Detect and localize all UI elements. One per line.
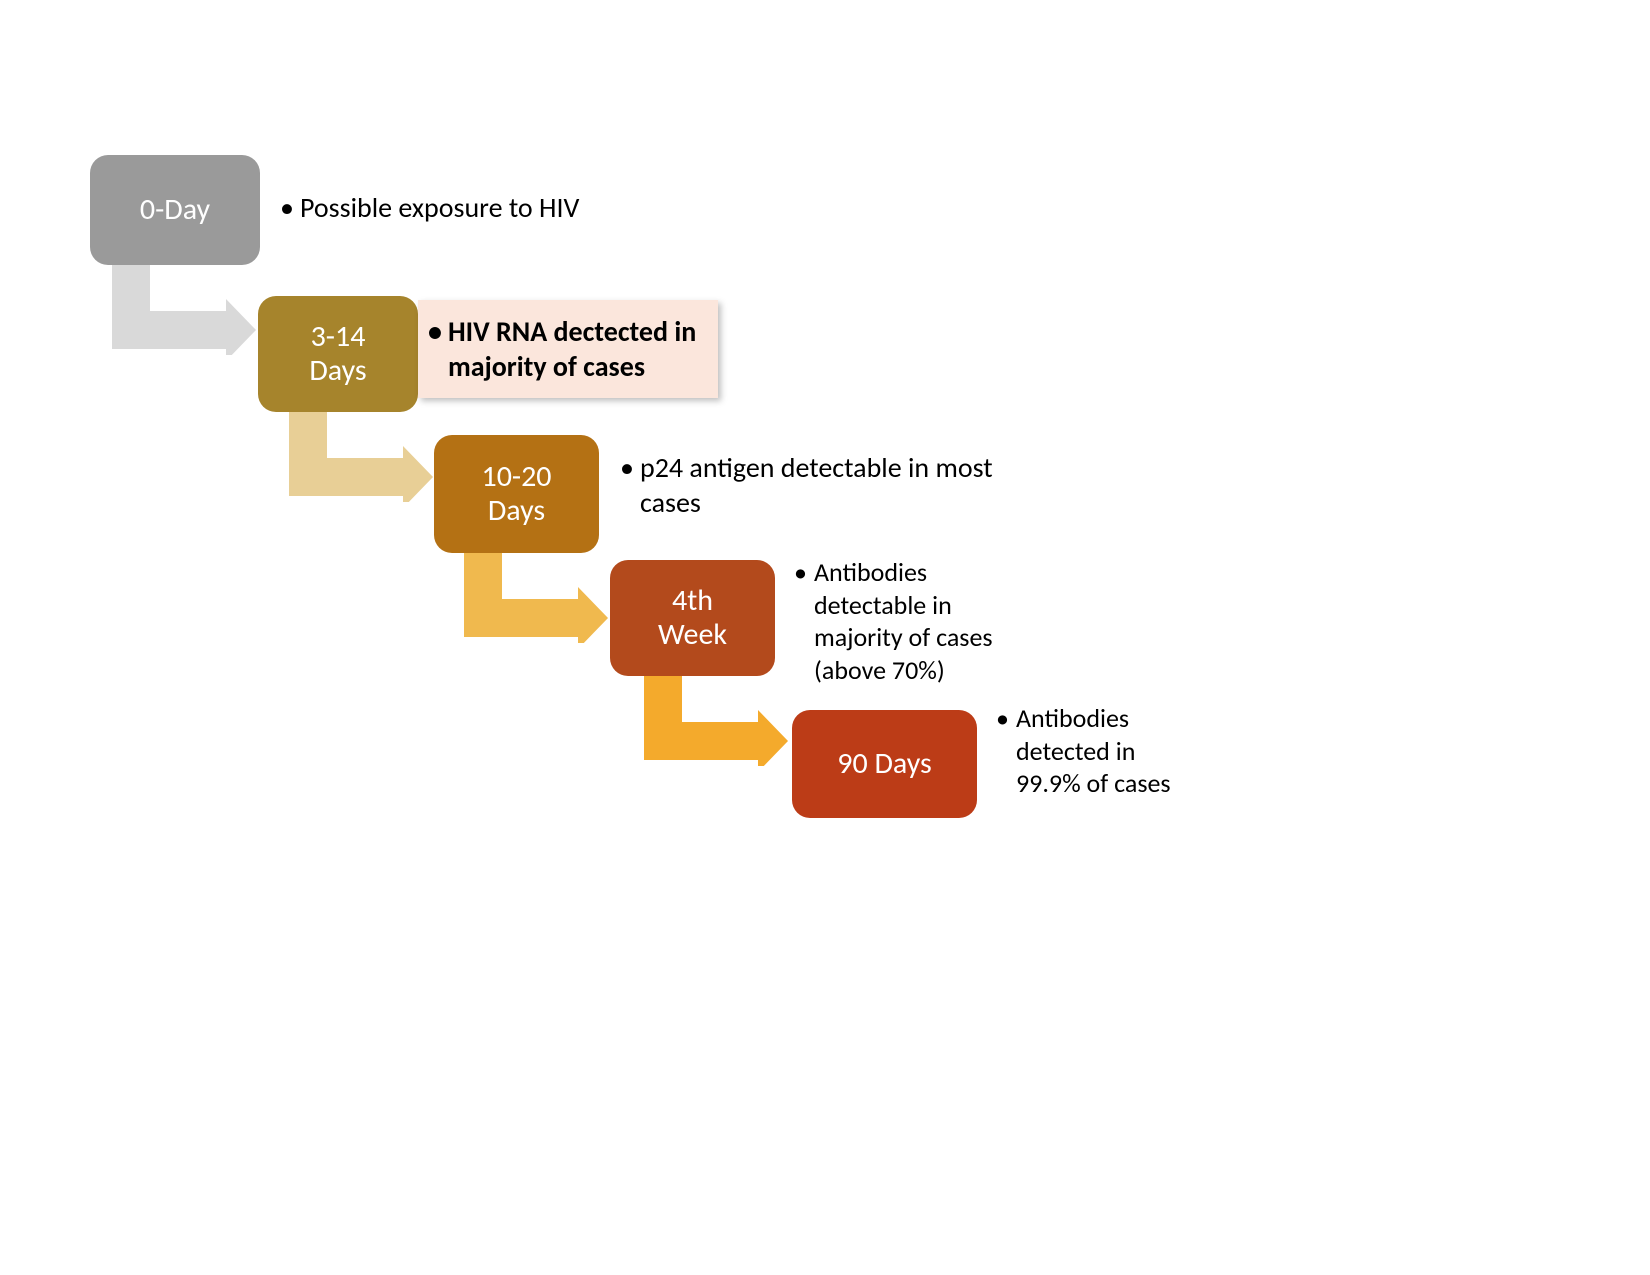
stage-3-desc: •Antibodies detectable in majority of ca…: [794, 556, 1024, 686]
arrow-0: [108, 265, 258, 355]
stage-1-desc: •HIV RNA dectected in majority of cases: [418, 300, 718, 398]
stage-2-box: 10-20Days: [434, 435, 599, 553]
stage-4-desc: •Antibodies detected in 99.9% of cases: [996, 702, 1176, 800]
stage-2-label: 10-20Days: [481, 460, 551, 529]
stage-0-label: 0-Day: [140, 193, 210, 228]
stage-3-label: 4thWeek: [658, 584, 727, 653]
arrow-3: [640, 676, 790, 766]
stage-0-desc: •Possible exposure to HIV: [280, 190, 800, 225]
stage-1-label: 3-14Days: [309, 320, 366, 389]
stage-0-box: 0-Day: [90, 155, 260, 265]
stage-1-box: 3-14Days: [258, 296, 418, 412]
stage-4-label: 90 Days: [837, 747, 932, 782]
arrow-2: [460, 553, 610, 643]
stage-3-box: 4thWeek: [610, 560, 775, 676]
arrow-1: [285, 412, 435, 502]
stage-4-box: 90 Days: [792, 710, 977, 818]
stage-2-desc: •p24 antigen detectable in most cases: [620, 450, 1050, 520]
